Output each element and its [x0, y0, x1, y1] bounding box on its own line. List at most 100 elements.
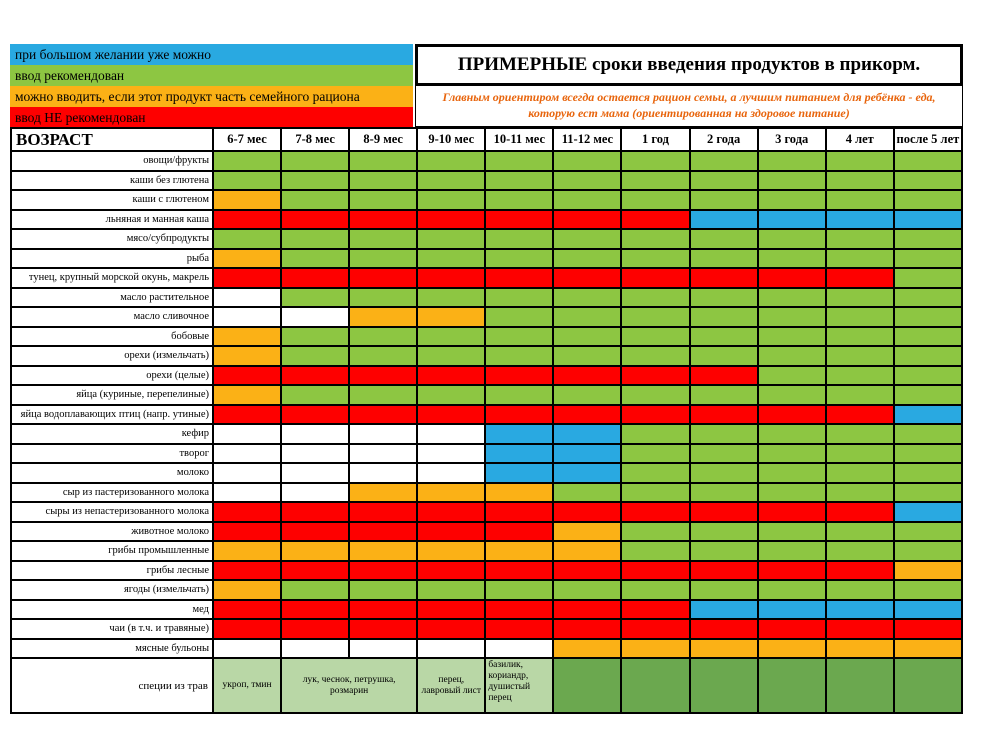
status-cell-R — [280, 208, 351, 230]
status-cell-G — [552, 286, 623, 308]
status-cell-B — [756, 208, 827, 230]
status-cell-G — [892, 384, 964, 406]
column-header: 6-7 мес — [211, 127, 283, 152]
status-cell-G — [824, 247, 895, 269]
row-label: яйца водоплавающих птиц (напр. утиные) — [10, 403, 214, 425]
page-title-text: ПРИМЕРНЫЕ сроки введения продуктов в при… — [457, 54, 921, 75]
column-header: 9-10 мес — [416, 127, 487, 152]
status-cell-G — [552, 345, 623, 367]
status-cell-G — [620, 325, 691, 347]
column-header: 4 лет — [824, 127, 895, 152]
status-cell-G — [211, 150, 283, 172]
status-cell-G — [280, 247, 351, 269]
row-label: масло растительное — [10, 286, 214, 308]
status-cell-G — [280, 286, 351, 308]
status-cell-B — [756, 598, 827, 620]
status-cell-O — [824, 637, 895, 659]
row-label: яйца (куриные, перепелиные) — [10, 384, 214, 406]
status-cell-G — [892, 481, 964, 503]
status-cell-R — [348, 501, 419, 523]
table-row: бобовые — [10, 325, 964, 347]
status-cell-W — [416, 462, 487, 484]
status-cell-G — [620, 579, 691, 601]
status-cell-G — [688, 247, 759, 269]
table-row: сыры из непастеризованного молока — [10, 501, 964, 523]
status-cell-R — [484, 559, 555, 581]
status-cell-R — [620, 618, 691, 640]
table-row: ягоды (измельчать) — [10, 579, 964, 601]
status-cell-G — [620, 306, 691, 328]
status-cell-G — [892, 286, 964, 308]
status-cell-G — [892, 442, 964, 464]
status-cell-G — [620, 150, 691, 172]
status-cell-O — [211, 540, 283, 562]
table-body: овощи/фрукты каши без глютена каши с глюте… — [10, 150, 964, 714]
status-cell-R — [416, 403, 487, 425]
status-cell-R — [348, 598, 419, 620]
status-cell-G — [688, 325, 759, 347]
status-cell-G — [892, 189, 964, 211]
status-cell-G — [892, 364, 964, 386]
status-cell-O — [620, 637, 691, 659]
status-cell-O — [211, 189, 283, 211]
status-cell-G — [688, 462, 759, 484]
status-cell-G — [756, 189, 827, 211]
status-cell-G — [688, 481, 759, 503]
status-cell-R — [211, 559, 283, 581]
status-cell-R — [824, 403, 895, 425]
row-label: грибы промышленные — [10, 540, 214, 562]
status-cell-G — [348, 384, 419, 406]
status-cell-R — [348, 520, 419, 542]
status-cell-G — [756, 247, 827, 269]
table-row: каши без глютена — [10, 169, 964, 191]
status-cell-G — [416, 228, 487, 250]
status-cell-G — [688, 423, 759, 445]
table-row: тунец, крупный морской окунь, макрель — [10, 267, 964, 289]
legend-item-G: ввод рекомендован — [10, 65, 413, 86]
status-cell-G — [620, 423, 691, 445]
status-cell-R — [280, 559, 351, 581]
row-label: льняная и манная каша — [10, 208, 214, 230]
status-cell-R — [211, 618, 283, 640]
status-cell-R — [552, 267, 623, 289]
status-cell-R — [416, 501, 487, 523]
status-cell-G — [620, 345, 691, 367]
status-cell-G — [348, 579, 419, 601]
status-cell-R — [688, 267, 759, 289]
status-cell-R — [280, 403, 351, 425]
status-cell-R — [552, 403, 623, 425]
table-row: каши с глютеном — [10, 189, 964, 211]
status-cell-R — [280, 618, 351, 640]
status-cell-G — [824, 189, 895, 211]
status-cell-G — [756, 345, 827, 367]
status-cell-R — [211, 267, 283, 289]
status-cell-G — [688, 306, 759, 328]
status-cell-R — [552, 208, 623, 230]
status-cell-B — [484, 462, 555, 484]
status-cell-W — [416, 637, 487, 659]
status-cell-B — [824, 208, 895, 230]
status-cell-G — [824, 384, 895, 406]
table-row: молоко — [10, 462, 964, 484]
column-header: 1 год — [620, 127, 691, 152]
status-cell-G — [620, 481, 691, 503]
status-cell-G — [552, 228, 623, 250]
status-cell-O — [756, 637, 827, 659]
page-title: ПРИМЕРНЫЕ сроки введения продуктов в при… — [415, 44, 963, 86]
status-cell-R — [280, 364, 351, 386]
status-cell-G — [416, 247, 487, 269]
status-cell-R — [484, 208, 555, 230]
status-cell-G — [892, 325, 964, 347]
status-cell-B — [892, 403, 964, 425]
status-cell-R — [688, 618, 759, 640]
status-cell-W — [211, 286, 283, 308]
row-label: овощи/фрукты — [10, 150, 214, 172]
row-label: мясо/субпродукты — [10, 228, 214, 250]
status-cell-W — [280, 306, 351, 328]
status-cell-R — [824, 559, 895, 581]
status-cell-G — [416, 384, 487, 406]
row-label: грибы лесные — [10, 559, 214, 581]
status-cell-W — [280, 481, 351, 503]
row-label: мед — [10, 598, 214, 620]
age-header-cell: ВОЗРАСТ — [10, 127, 214, 152]
